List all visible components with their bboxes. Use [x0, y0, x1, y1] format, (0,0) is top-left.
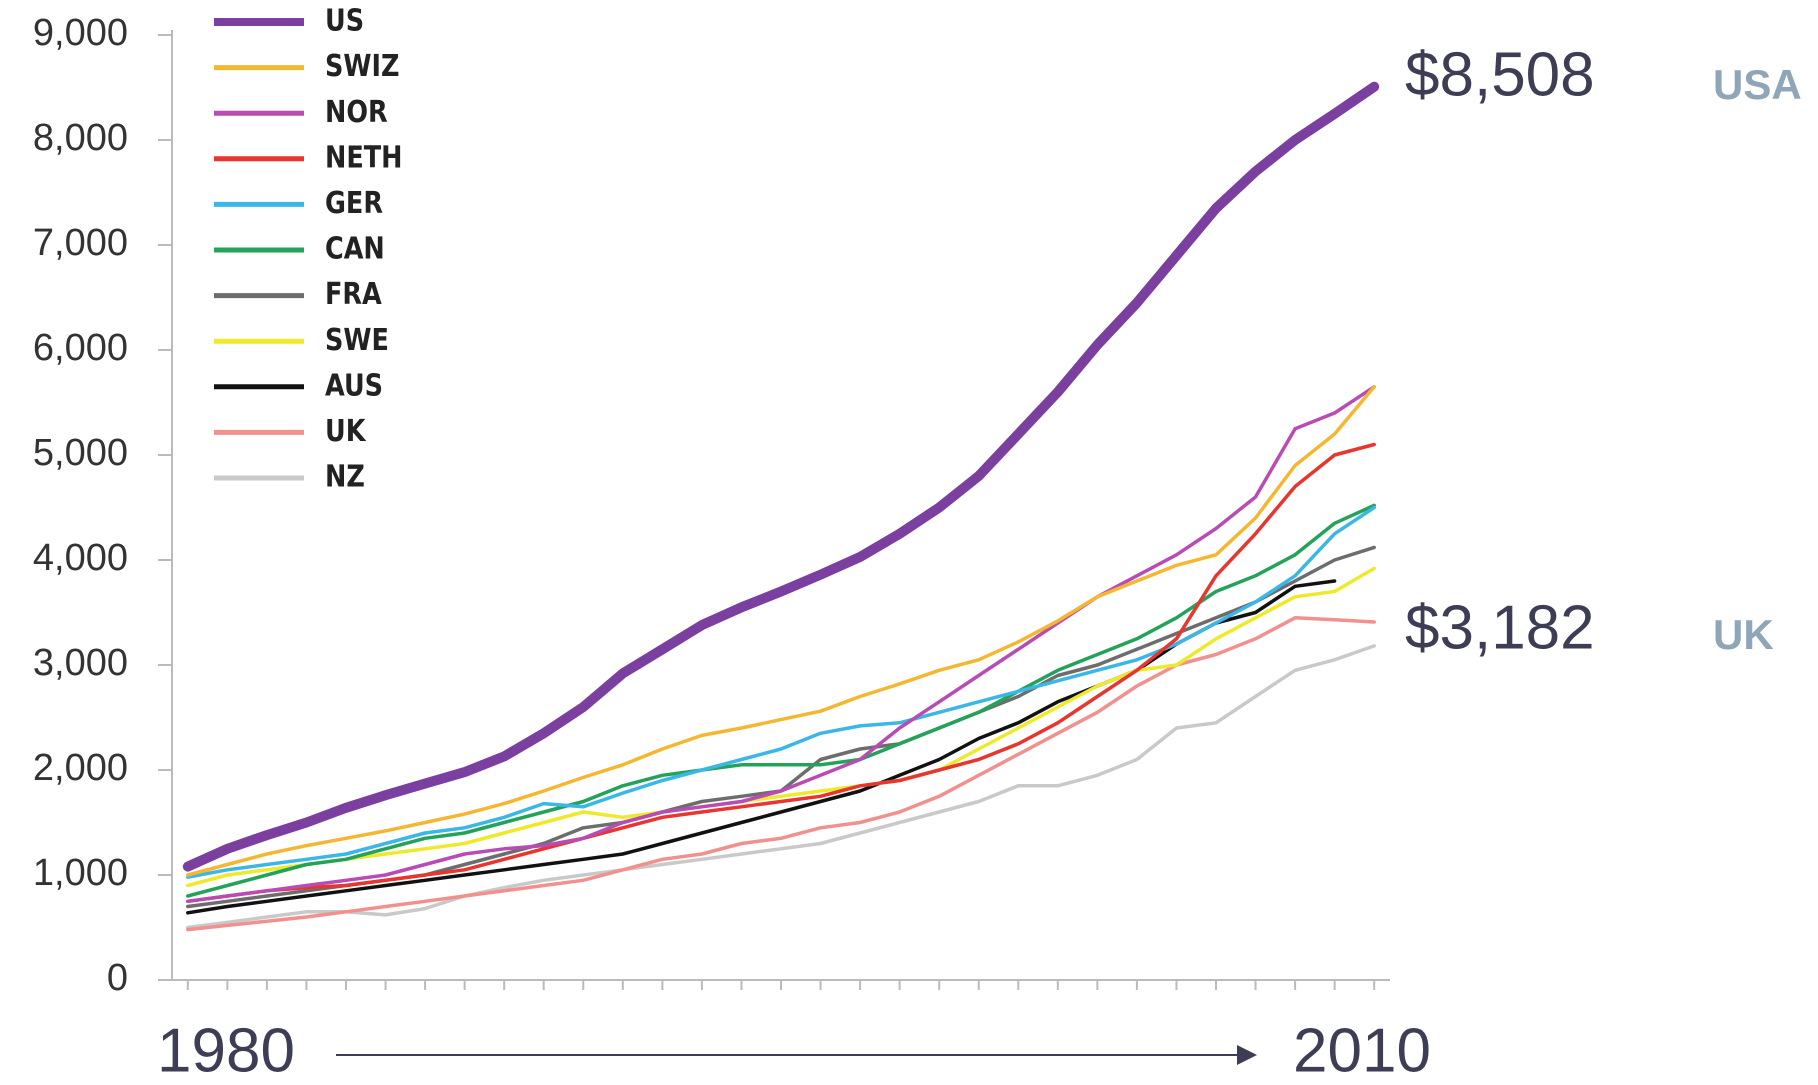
- y-tick-label: 8,000: [33, 117, 128, 159]
- series-line: [186, 503, 1376, 898]
- annotation: UK: [1713, 611, 1774, 658]
- legend-label: FRA: [325, 276, 382, 312]
- annotation: USA: [1713, 61, 1802, 108]
- y-tick-label: 6,000: [33, 327, 128, 369]
- series-line: [186, 644, 1376, 930]
- legend-label: NZ: [325, 459, 365, 495]
- y-tick-label: 2,000: [33, 747, 128, 789]
- x-range-label: 2010: [1293, 1016, 1431, 1085]
- legend-label: UK: [325, 413, 367, 449]
- series-line: [186, 442, 1376, 904]
- y-tick-label: 3,000: [33, 642, 128, 684]
- x-range-label: 1980: [157, 1016, 295, 1085]
- series-line: [186, 385, 1376, 877]
- series-line: [186, 505, 1376, 879]
- y-tick-label: 4,000: [33, 537, 128, 579]
- legend-label: GER: [325, 185, 383, 221]
- y-tick-label: 1,000: [33, 852, 128, 894]
- legend-label: NOR: [325, 94, 388, 130]
- legend-label: CAN: [325, 231, 385, 267]
- legend-label: US: [325, 3, 364, 39]
- series-line: [182, 81, 1380, 872]
- legend-label: SWIZ: [325, 48, 399, 84]
- series-line: [186, 566, 1376, 888]
- y-tick-label: 0: [107, 957, 128, 999]
- annotation: $8,508: [1405, 40, 1595, 109]
- series-line: [186, 385, 1376, 904]
- series-line: [186, 579, 1337, 915]
- y-tick-label: 5,000: [33, 432, 128, 474]
- legend-label: AUS: [325, 367, 383, 403]
- y-tick-label: 7,000: [33, 222, 128, 264]
- y-tick-label: 9,000: [33, 12, 128, 54]
- annotation: $3,182: [1405, 593, 1595, 662]
- legend-label: SWE: [325, 322, 389, 358]
- legend-label: NETH: [325, 139, 402, 175]
